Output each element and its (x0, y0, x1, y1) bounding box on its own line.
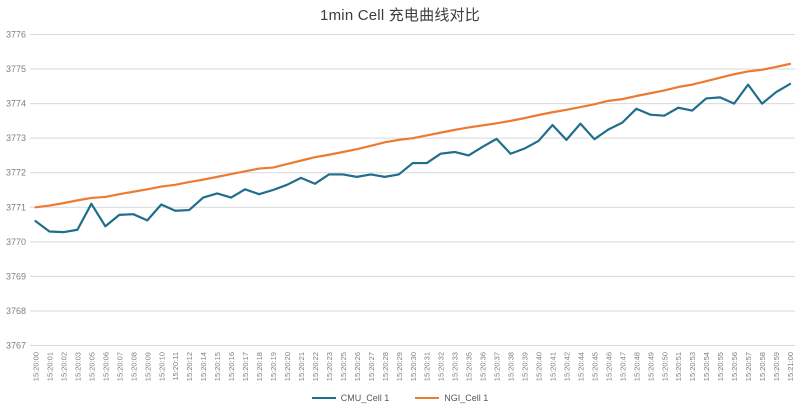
x-tick-label: 15:20:01 (45, 352, 54, 381)
x-tick-label: 15:20:59 (772, 352, 781, 381)
y-tick-label: 3771 (6, 202, 26, 212)
x-tick-label: 15:20:58 (758, 352, 767, 381)
x-tick-label: 15:20:51 (674, 352, 683, 381)
x-tick-label: 15:20:21 (297, 352, 306, 381)
x-tick-label: 15:20:48 (632, 352, 641, 381)
y-tick-label: 3773 (6, 133, 26, 143)
x-tick-label: 15:20:19 (269, 352, 278, 381)
x-tick-label: 15:20:17 (241, 352, 250, 381)
x-tick-label: 15:20:44 (576, 352, 585, 381)
x-tick-label: 15:20:55 (716, 352, 725, 381)
x-tick-label: 15:20:23 (325, 352, 334, 381)
x-tick-label: 15:20:47 (618, 352, 627, 381)
y-tick-label: 3776 (6, 30, 26, 40)
x-tick-label: 15:20:16 (227, 352, 236, 381)
x-tick-label: 15:20:39 (521, 352, 530, 381)
x-tick-label: 15:20:53 (688, 352, 697, 381)
x-tick-label: 15:20:05 (87, 352, 96, 381)
x-tick-label: 15:20:31 (423, 352, 432, 381)
chart-legend: CMU_Cell 1 NGI_Cell 1 (0, 393, 800, 403)
y-axis-tick-labels: 3767 3768 3769 3770 3771 3772 3773 3774 3775 3776 (6, 30, 26, 351)
x-tick-label: 15:20:46 (604, 352, 613, 381)
x-tick-label: 15:20:00 (32, 352, 41, 381)
x-tick-label: 15:20:06 (101, 352, 110, 381)
x-tick-label: 15:20:11 (171, 352, 180, 381)
y-tick-label: 3767 (6, 341, 26, 351)
x-tick-label: 15:20:20 (283, 352, 292, 381)
y-tick-label: 3775 (6, 64, 26, 74)
x-tick-label: 15:20:36 (479, 352, 488, 381)
x-tick-label: 15:20:56 (730, 352, 739, 381)
chart-title: 1min Cell 充电曲线对比 (320, 7, 480, 24)
y-tick-label: 3769 (6, 271, 26, 281)
x-tick-label: 15:20:45 (590, 352, 599, 381)
x-tick-label: 15:20:38 (507, 352, 516, 381)
x-axis-tick-labels: 15:20:00 15:20:01 15:20:02 15:20:03 15:20:05… (32, 352, 796, 381)
legend-label: NGI_Cell 1 (444, 393, 489, 403)
x-tick-label: 15:20:12 (185, 352, 194, 381)
x-tick-label: 15:20:37 (493, 352, 502, 381)
x-tick-label: 15:20:41 (548, 352, 557, 381)
gridlines (30, 34, 795, 346)
x-tick-label: 15:20:10 (157, 352, 166, 381)
x-tick-label: 15:20:35 (465, 352, 474, 381)
x-tick-label: 15:20:28 (381, 352, 390, 381)
x-tick-label: 15:20:57 (744, 352, 753, 381)
x-tick-label: 15:20:25 (339, 352, 348, 381)
y-tick-label: 3772 (6, 168, 26, 178)
x-tick-label: 15:20:08 (129, 352, 138, 381)
x-tick-label: 15:20:22 (311, 352, 320, 381)
x-tick-label: 15:20:02 (59, 352, 68, 381)
x-tick-label: 15:20:33 (451, 352, 460, 381)
x-tick-label: 15:20:32 (437, 352, 446, 381)
x-tick-label: 15:20:07 (115, 352, 124, 381)
x-tick-label: 15:20:03 (73, 352, 82, 381)
x-tick-label: 15:20:40 (535, 352, 544, 381)
cmu-series-line-swatch (311, 397, 336, 399)
y-tick-label: 3774 (6, 99, 26, 109)
x-tick-label: 15:20:18 (255, 352, 264, 381)
x-tick-label: 15:20:09 (143, 352, 152, 381)
y-tick-label: 3770 (6, 237, 26, 247)
legend-item-ngi-cell-1[interactable]: NGI_Cell 1 (415, 393, 488, 403)
ngi-series-line-swatch (415, 397, 440, 399)
x-tick-label: 15:20:54 (702, 352, 711, 381)
x-tick-label: 15:21:00 (786, 352, 795, 381)
x-tick-label: 15:20:30 (409, 352, 418, 381)
x-tick-label: 15:20:15 (213, 352, 222, 381)
x-tick-label: 15:20:29 (395, 352, 404, 381)
cmu-cell-1-series-line (34, 82, 792, 234)
legend-item-cmu-cell-1[interactable]: CMU_Cell 1 (311, 393, 390, 403)
x-tick-label: 15:20:14 (199, 352, 208, 381)
x-tick-label: 15:20:49 (646, 352, 655, 381)
y-tick-label: 3768 (6, 306, 26, 316)
x-tick-label: 15:20:27 (367, 352, 376, 381)
x-tick-label: 15:20:42 (562, 352, 571, 381)
ngi-cell-1-series-line (34, 62, 792, 209)
legend-label: CMU_Cell 1 (340, 393, 390, 403)
x-tick-label: 15:20:26 (353, 352, 362, 381)
x-tick-label: 15:20:50 (660, 352, 669, 381)
